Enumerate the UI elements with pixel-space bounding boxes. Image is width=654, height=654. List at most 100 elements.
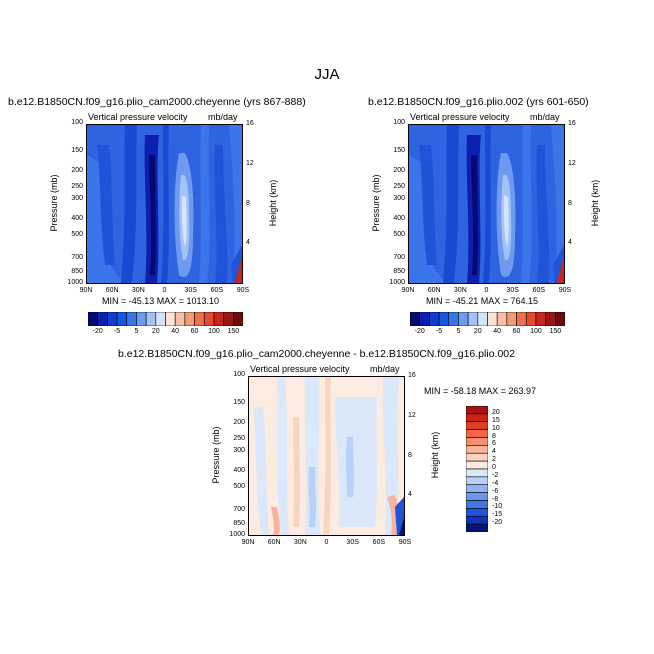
diff-panel-xtick-label: 0 — [324, 539, 329, 546]
panel-2-colorbar-swatch — [438, 312, 450, 326]
panel-1-colorbar-swatch — [126, 312, 137, 326]
panel-1-colorbar-swatch — [97, 312, 108, 326]
panel-2-colorbar-label: -20 — [414, 328, 425, 335]
panel-2-colorbar-label: -5 — [435, 328, 443, 335]
diff-panel-ytick-label: 250 — [233, 434, 245, 442]
diff-colorbar-label: 8 — [492, 432, 496, 440]
diff-colorbar-label: -15 — [492, 511, 503, 519]
panel-1-minmax: MIN = -45.13 MAX = 1013.10 — [102, 296, 220, 306]
diff-colorbar-label: -4 — [492, 479, 499, 487]
panel-1-ylabel: Pressure (mb) — [49, 174, 59, 232]
diff-panel-ytick-label: 400 — [233, 467, 245, 475]
diff-colorbar-label: 10 — [492, 424, 500, 432]
panel-2-colorbar-label: 20 — [473, 328, 482, 335]
panel-1-ytick-label: 400 — [71, 215, 83, 223]
diff-colorbar — [466, 406, 488, 532]
panel-2-ytick-label: 100 — [393, 119, 405, 126]
panel-2-colorbar-swatch — [525, 312, 537, 326]
panel-2-ytick-label: 200 — [393, 167, 405, 175]
diff-panel-xtick-label: 60N — [267, 539, 281, 546]
panel-2-colorbar-swatch — [545, 312, 556, 326]
panel-2-ylabel: Pressure (mb) — [371, 174, 381, 232]
diff-panel-ytick-label: 200 — [233, 419, 245, 427]
panel-1-ytick-label: 850 — [71, 267, 83, 275]
diff-panel-xtick-label: 30N — [293, 539, 307, 546]
diff-colorbar-label: -2 — [492, 471, 499, 479]
diff-panel-ytick-label: 100 — [233, 371, 245, 378]
panel-2-colorbar-swatch — [467, 312, 479, 326]
diff-panel-y2tick-label: 8 — [408, 451, 412, 459]
panel-1-ytick-label: 150 — [71, 147, 83, 155]
panel-1-xtick-label: 90S — [236, 287, 250, 294]
panel-1-colorbar-swatch — [184, 312, 195, 326]
panel-2-colorbar-swatch — [448, 312, 459, 326]
panel-2-ytick-label: 850 — [393, 267, 405, 275]
panel-2-colorbar-label: 5 — [456, 328, 461, 335]
panel-2-colorbar-swatch — [477, 312, 488, 326]
panel-1-xtick-label: 60N — [105, 287, 119, 294]
panel-2-ytick-label: 1000 — [389, 279, 405, 286]
diff-panel-plot — [248, 376, 405, 536]
diff-panel-y2label: Height (km) — [430, 431, 440, 479]
diff-colorbar-swatch — [466, 484, 488, 493]
panel-1-xtick-label: 30S — [184, 287, 197, 294]
panel-1-xtick-label: 60S — [210, 287, 224, 294]
panel-2-colorbar-label: 100 — [530, 328, 542, 335]
panel-2-ytick-label: 400 — [393, 215, 405, 223]
panel-2-xtick-label: 30N — [453, 287, 467, 294]
diff-colorbar-swatch — [466, 413, 488, 423]
diff-panel-y2tick-label: 12 — [408, 411, 416, 419]
panel-1-y2tick-label: 16 — [246, 120, 254, 128]
diff-colorbar-swatches — [466, 406, 488, 532]
panel-2-y2tick-label: 4 — [568, 239, 572, 247]
panel-1-heatmap — [87, 125, 242, 283]
panel-1-xtick-label: 90N — [79, 287, 93, 294]
panel-1-colorbar-swatch — [107, 312, 118, 326]
diff-colorbar-swatch — [466, 452, 488, 462]
panel-2-ytick-label: 150 — [393, 147, 405, 155]
diff-colorbar-swatch — [466, 523, 488, 532]
diff-colorbar-label: 6 — [492, 440, 496, 448]
panel-2-xtick-label: 30S — [506, 287, 519, 294]
panel-2-heatmap — [409, 125, 564, 283]
diff-colorbar-swatch — [466, 437, 488, 446]
diff-colorbar-swatch — [466, 421, 488, 430]
panel-1-colorbar-label: 150 — [227, 328, 240, 335]
panel-1-colorbar-swatches — [88, 312, 243, 326]
panel-1-y2label: Height (km) — [268, 179, 278, 227]
panel-1-colorbar-label: 100 — [208, 328, 220, 335]
panel-2-colorbar-swatch — [487, 312, 498, 326]
panel-2-xtick-label: 60N — [427, 287, 441, 294]
panel-2-title: b.e12.B1850CN.f09_g16.plio.002 (yrs 601-… — [368, 96, 589, 108]
panel-2-y2label: Height (km) — [590, 179, 600, 227]
panel-2-colorbar-swatch — [419, 312, 430, 326]
panel-2-y2tick-label: 12 — [568, 159, 576, 167]
panel-1-variable: Vertical pressure velocity — [88, 112, 188, 122]
panel-2-ytick-label: 250 — [393, 182, 405, 190]
diff-colorbar-swatch — [466, 460, 488, 470]
panel-1-ytick-label: 500 — [71, 230, 83, 238]
panel-1-units: mb/day — [208, 112, 238, 122]
diff-panel-minmax: MIN = -58.18 MAX = 263.97 — [424, 386, 537, 396]
diff-colorbar-label: -20 — [492, 519, 503, 527]
panel-1-colorbar-label: 40 — [171, 328, 180, 335]
panel-1-colorbar-swatch — [165, 312, 176, 326]
panel-1-colorbar-label: 5 — [134, 328, 139, 335]
diff-colorbar-label: -8 — [492, 495, 499, 503]
diff-colorbar-label: 15 — [492, 416, 500, 424]
diff-panel-ytick-label: 150 — [233, 399, 245, 407]
diff-panel-ytick-label: 850 — [233, 519, 245, 527]
panel-2-colorbar-label: 40 — [493, 328, 502, 335]
diff-colorbar-label: 2 — [492, 456, 496, 464]
panel-1-colorbar-label: 20 — [151, 328, 160, 335]
diff-colorbar-label: 4 — [492, 448, 496, 456]
diff-panel-xtick-label: 30S — [346, 539, 359, 546]
diff-colorbar-swatch — [466, 500, 488, 509]
diff-panel-xtick-label: 90S — [398, 539, 412, 546]
panel-2-variable: Vertical pressure velocity — [410, 112, 510, 122]
panel-2-colorbar-swatch — [410, 312, 420, 326]
panel-2-minmax: MIN = -45.21 MAX = 764.15 — [426, 296, 539, 306]
panel-1-colorbar-swatch — [194, 312, 205, 326]
panel-2-y2tick-label: 8 — [568, 199, 572, 207]
panel-2-colorbar-label: 60 — [512, 328, 521, 335]
